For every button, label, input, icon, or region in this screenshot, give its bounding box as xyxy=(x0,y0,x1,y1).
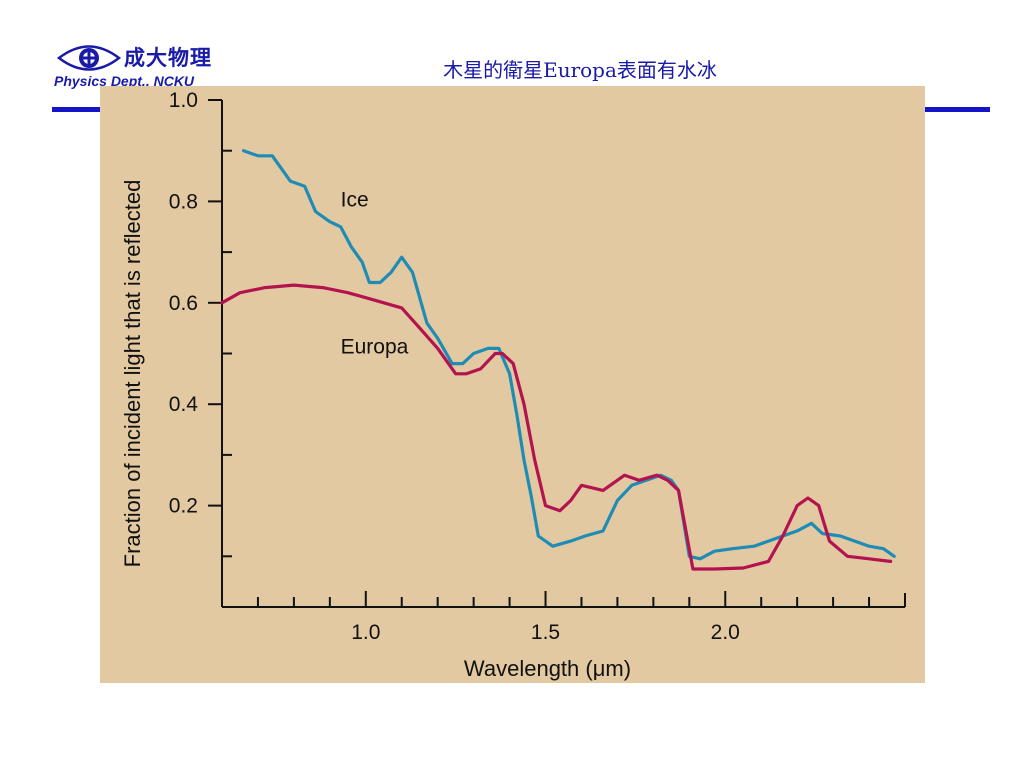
x-tick-label: 2.0 xyxy=(711,621,740,644)
logo-chinese-text: 成大物理 xyxy=(124,45,212,70)
chart-axes: 0.2 0.4 0.6 0.8 1.0 1.0 1.5 2.0 Wavelength (μm) F… xyxy=(120,89,906,681)
logo-english-text: Physics Dept., NCKU xyxy=(54,73,195,89)
y-axis-title: Fraction of incident light that is refle… xyxy=(120,180,145,568)
chart-series xyxy=(220,149,896,571)
eye-logo-icon xyxy=(56,45,122,71)
y-tick-label: 0.4 xyxy=(169,393,199,416)
department-logo: 成大物理 Physics Dept., NCKU xyxy=(54,40,244,92)
x-tick-label: 1.0 xyxy=(351,621,380,644)
y-tick-label: 0.2 xyxy=(169,495,198,518)
y-tick-label: 0.6 xyxy=(169,292,198,315)
reflectance-chart: 0.2 0.4 0.6 0.8 1.0 1.0 1.5 2.0 Wavelength (μm) F… xyxy=(120,89,906,681)
y-tick-label: 0.8 xyxy=(169,190,198,213)
series-label-ice: Ice xyxy=(341,188,369,211)
slide-title: 木星的衛星Europa表面有水冰 xyxy=(443,58,717,82)
series-line-ice xyxy=(242,149,896,561)
y-tick-label: 1.0 xyxy=(169,89,198,112)
series-label-europa: Europa xyxy=(341,336,409,359)
chart-labels: Ice Europa xyxy=(341,188,409,358)
x-axis-title: Wavelength (μm) xyxy=(464,656,631,681)
series-line-europa xyxy=(220,283,893,571)
x-tick-label: 1.5 xyxy=(531,621,560,644)
reflectance-figure: 0.2 0.4 0.6 0.8 1.0 1.0 1.5 2.0 Wavelength (μm) F… xyxy=(100,86,925,683)
